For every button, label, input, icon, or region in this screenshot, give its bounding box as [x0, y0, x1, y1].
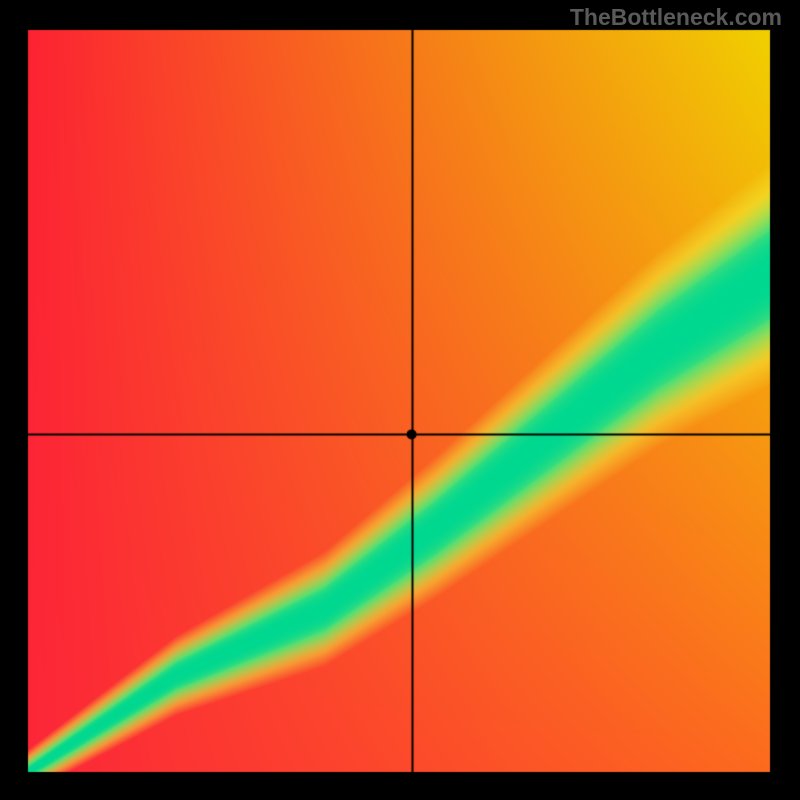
chart-container: TheBottleneck.com	[0, 0, 800, 800]
bottleneck-heatmap	[0, 0, 800, 800]
watermark-text: TheBottleneck.com	[570, 4, 782, 31]
